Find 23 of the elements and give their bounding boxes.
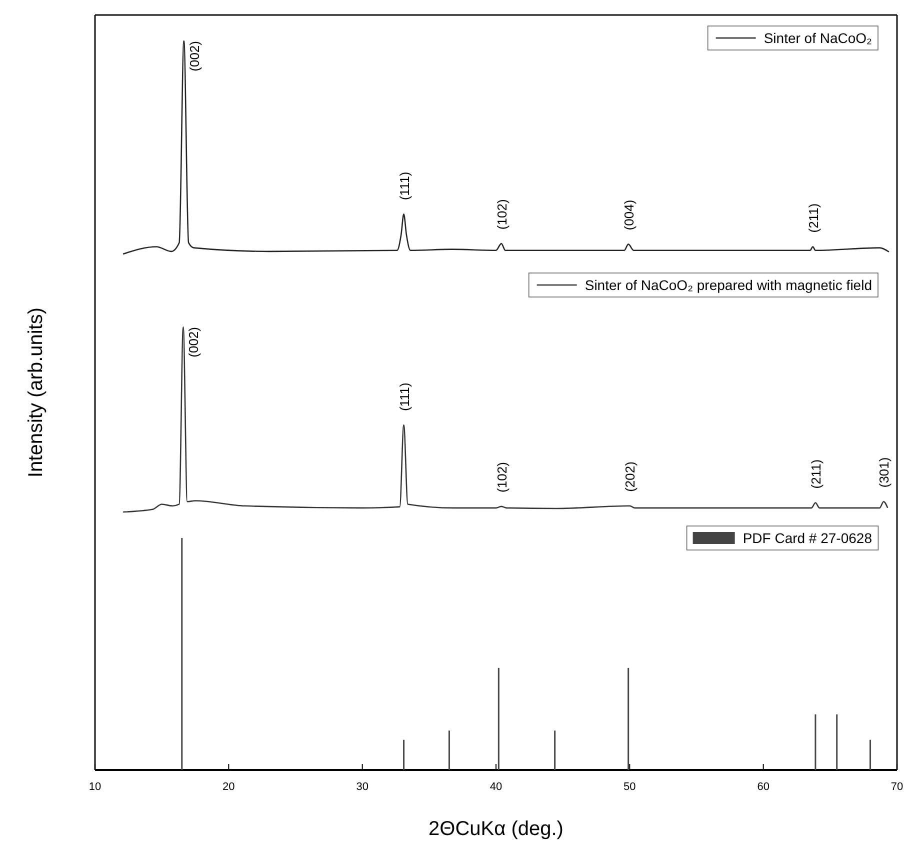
x-tick-label: 20 [222,780,235,793]
x-tick-label: 40 [490,780,502,793]
annotation: (002) [186,41,202,72]
annotation: (211) [808,459,824,489]
annotation: (111) [396,382,412,412]
y-axis-title: Intensity (arb.units) [25,307,47,478]
annotation: (102) [494,462,510,492]
x-tick-label: 60 [757,780,770,793]
legend-label: Sinter of NaCoO₂ prepared with magnetic field [584,277,872,293]
annotation: (002) [186,327,202,358]
x-tick-label: 30 [356,780,368,793]
x-axis-title: 2ΘCuKα (deg.) [428,818,564,840]
legend-label: Sinter of NaCoO₂ [764,30,872,46]
x-tick-label: 50 [624,780,636,793]
annotation: (102) [494,199,510,230]
legend-label: PDF Card # 27-0628 [742,530,872,546]
annotation: (004) [621,200,636,230]
annotation: (111) [396,172,412,200]
annotation: (211) [806,203,821,233]
annotation: (301) [876,457,892,488]
x-tick-label: 10 [88,780,102,793]
x-tick-label: 70 [890,780,904,793]
annotation: (202) [622,462,638,492]
